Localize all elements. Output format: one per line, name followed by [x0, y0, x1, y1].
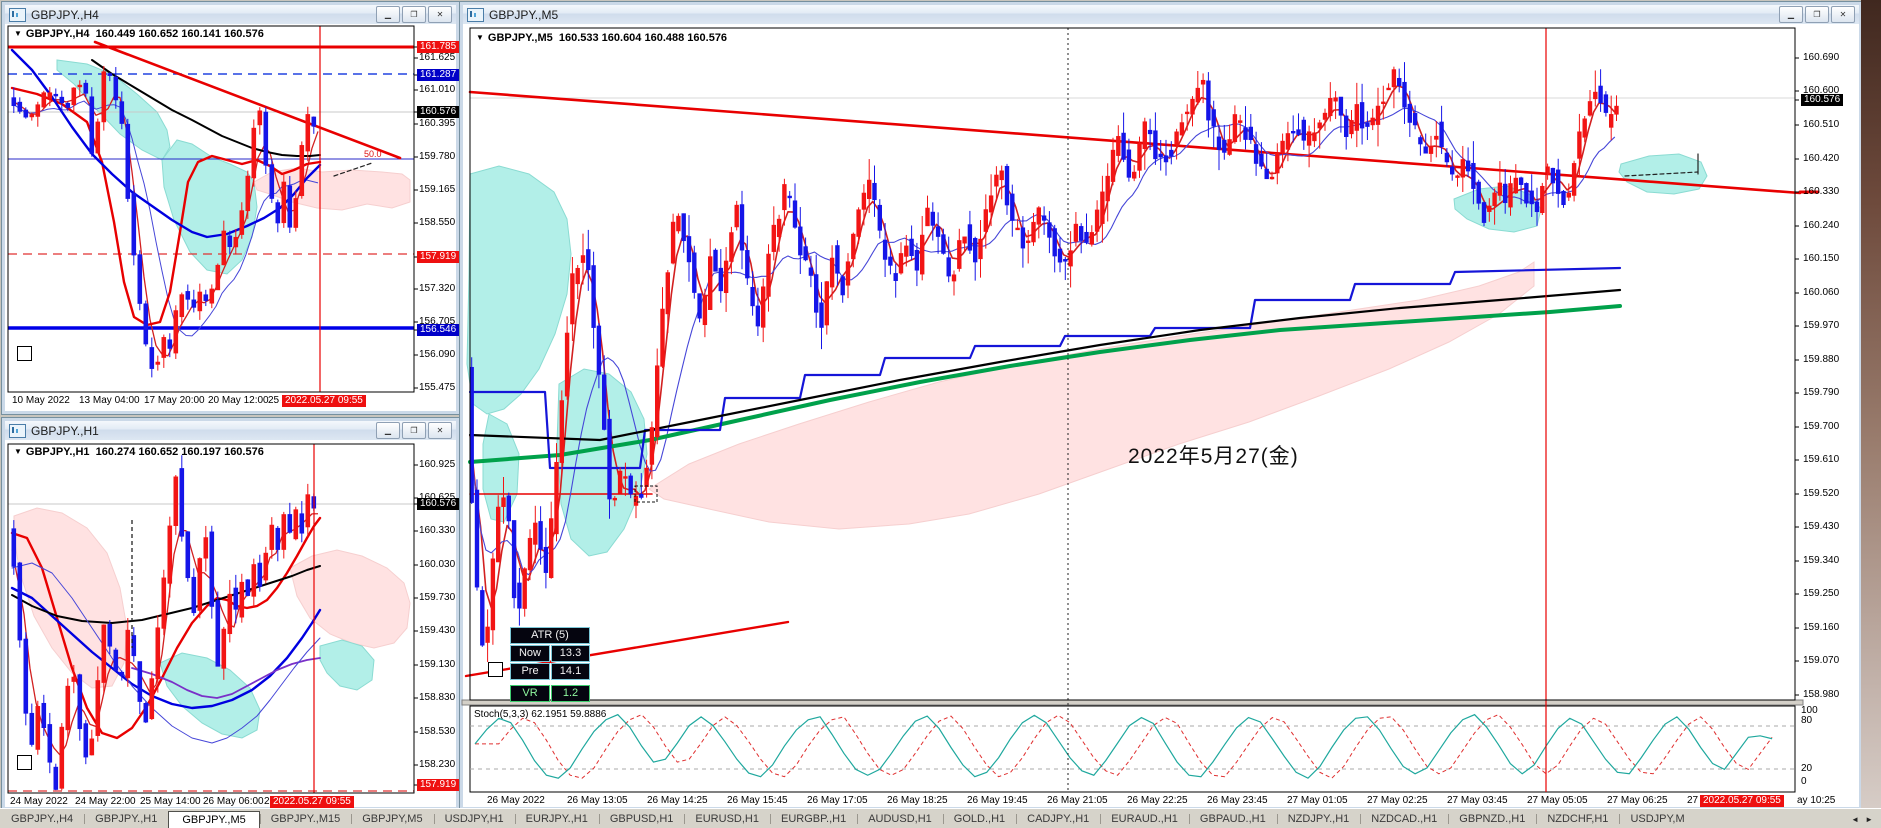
titlebar-m5[interactable]: GBPJPY.,M5 ▁ ❐ ✕	[463, 5, 1859, 24]
desktop-edge-strip	[1861, 0, 1881, 808]
collapse-arrow-icon[interactable]: ▼	[14, 29, 22, 38]
atr-pre-label: Pre	[510, 663, 550, 680]
chart-tab-cadjpy-h1[interactable]: CADJPY.,H1	[1016, 811, 1100, 827]
minimize-button[interactable]: ▁	[376, 6, 400, 23]
atr-title: ATR (5)	[510, 627, 590, 644]
chart-tab-gold-h1[interactable]: GOLD.,H1	[942, 811, 1016, 827]
chart-window-icon	[467, 7, 484, 22]
atr-indicator-box: ATR (5) Now 13.3 Pre 14.1 VR 1.2	[510, 627, 590, 703]
object-checkbox[interactable]	[17, 346, 32, 361]
chart-tab-bar[interactable]: GBPJPY.,H4 GBPJPY.,H1 GBPJPY.,M5 GBPJPY.,M1…	[0, 808, 1881, 828]
minimize-button[interactable]: ▁	[376, 422, 400, 439]
tab-scroll-left-icon[interactable]: ◄	[1851, 814, 1860, 824]
object-checkbox[interactable]	[17, 755, 32, 770]
chart-tab-nzdjpy-h1[interactable]: NZDJPY.,H1	[1276, 811, 1361, 827]
ohlc-infoline-h4: ▼ GBPJPY.,H4 160.449 160.652 160.141 160.…	[14, 28, 264, 40]
close-button[interactable]: ✕	[428, 6, 452, 23]
object-checkbox[interactable]	[488, 662, 503, 677]
atr-pre-value: 14.1	[551, 663, 590, 680]
chart-tab-euraud-h1[interactable]: EURAUD.,H1	[1100, 811, 1189, 827]
close-button[interactable]: ✕	[428, 422, 452, 439]
minimize-button[interactable]: ▁	[1779, 6, 1803, 23]
chart-tab-gbpjpy-m5[interactable]: GBPJPY.,M5	[168, 810, 260, 828]
window-title-h1: GBPJPY.,H1	[31, 423, 99, 438]
atr-now-value: 13.3	[551, 645, 590, 662]
ohlc-infoline-h1: ▼ GBPJPY.,H1 160.274 160.652 160.197 160.…	[14, 446, 264, 458]
stochastic-label: Stoch(5,3,3) 62.1951 59.8886	[474, 709, 607, 720]
window-title-m5: GBPJPY.,M5	[489, 7, 559, 22]
titlebar-h1[interactable]: GBPJPY.,H1 ▁ ❐ ✕	[5, 421, 456, 440]
restore-button[interactable]: ❐	[402, 6, 426, 23]
chart-tab-gbpjpy-h4[interactable]: GBPJPY.,H4	[11, 813, 74, 825]
ohlc-infoline-m5: ▼ GBPJPY.,M5 160.533 160.604 160.488 160.…	[476, 32, 728, 44]
close-button[interactable]: ✕	[1831, 6, 1855, 23]
chart-window-icon	[9, 7, 26, 22]
chart-tab-eurgbp-h1[interactable]: EURGBP.,H1	[769, 811, 857, 827]
chart-window-m5[interactable]: GBPJPY.,M5 ▁ ❐ ✕	[459, 1, 1863, 811]
date-annotation: 2022年5月27(金)	[1128, 445, 1299, 468]
atr-vr-label: VR	[510, 685, 550, 702]
chart-tab-nzdchf-h1[interactable]: NZDCHF,H1	[1536, 811, 1619, 827]
chart-tab-eurusd-h1[interactable]: EURUSD,H1	[684, 811, 770, 827]
chart-tab-usdjpy-m[interactable]: USDJPY,M	[1619, 811, 1695, 827]
chart-tab-gbpusd-h1[interactable]: GBPUSD,H1	[598, 811, 685, 827]
chart-tab-gbpjpy-m15[interactable]: GBPJPY.,M15	[259, 811, 352, 827]
chart-window-icon	[9, 423, 26, 438]
restore-button[interactable]: ❐	[1805, 6, 1829, 23]
tab-scroll-right-icon[interactable]: ►	[1865, 814, 1873, 824]
collapse-arrow-icon[interactable]: ▼	[476, 33, 484, 42]
atr-now-label: Now	[510, 645, 550, 662]
chart-tab-gbpjpy-m5[interactable]: GBPJPY,M5	[351, 811, 433, 827]
chart-tab-usdjpy-h1[interactable]: USDJPY,H1	[433, 811, 515, 827]
atr-vr-value: 1.2	[551, 685, 590, 702]
chart-tab-gbpnzd-h1[interactable]: GBPNZD.,H1	[1448, 811, 1536, 827]
chart-window-h4[interactable]: GBPJPY.,H4 ▁ ❐ ✕	[1, 1, 460, 415]
chart-tab-gbpjpy-h1[interactable]: GBPJPY.,H1	[84, 811, 168, 827]
window-title-h4: GBPJPY.,H4	[31, 7, 99, 22]
chart-tab-eurjpy-h1[interactable]: EURJPY.,H1	[514, 811, 599, 827]
chart-tab-gbpaud-h1[interactable]: GBPAUD.,H1	[1188, 811, 1277, 827]
titlebar-h4[interactable]: GBPJPY.,H4 ▁ ❐ ✕	[5, 5, 456, 24]
collapse-arrow-icon[interactable]: ▼	[14, 447, 22, 456]
chart-window-h1[interactable]: GBPJPY.,H1 ▁ ❐ ✕	[1, 417, 460, 811]
chart-tab-nzdcad-h1[interactable]: NZDCAD.,H1	[1360, 811, 1448, 827]
restore-button[interactable]: ❐	[402, 422, 426, 439]
chart-tab-audusd-h1[interactable]: AUDUSD,H1	[857, 811, 943, 827]
